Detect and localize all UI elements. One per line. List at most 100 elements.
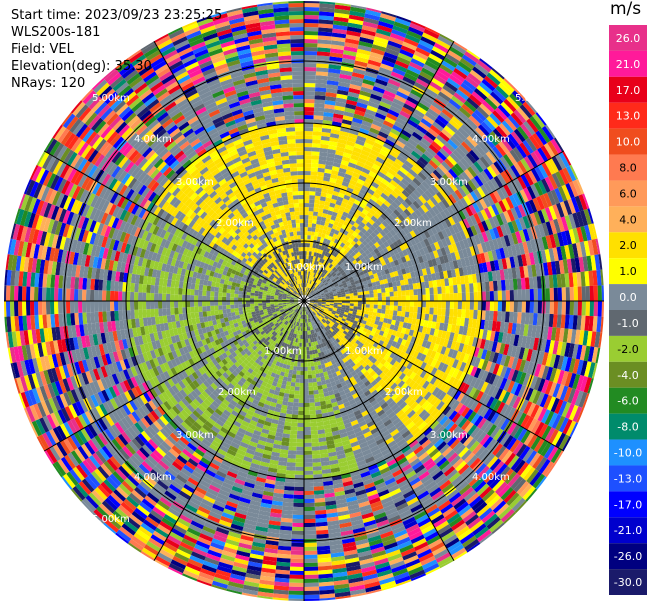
ppi-cell — [357, 205, 364, 213]
ppi-cell — [365, 191, 373, 199]
ppi-cell — [336, 93, 348, 100]
ppi-cell — [433, 42, 449, 54]
ppi-cell — [321, 131, 331, 138]
ppi-cell — [403, 126, 415, 135]
ppi-cell — [330, 215, 337, 221]
ppi-cell — [406, 30, 422, 40]
ppi-cell — [337, 192, 345, 199]
ppi-cell — [355, 105, 367, 113]
ppi-cell — [346, 165, 355, 173]
ppi-cell — [441, 308, 446, 316]
ppi-cell — [309, 275, 313, 281]
ppi-cell — [345, 140, 356, 147]
ppi-cell — [317, 232, 323, 238]
ppi-cell — [304, 235, 308, 240]
ppi-cell — [315, 223, 321, 229]
ppi-cell — [350, 154, 360, 161]
ppi-cell — [433, 293, 438, 301]
ppi-cell — [294, 470, 304, 475]
ppi-cell — [326, 189, 334, 195]
ppi-cell — [304, 466, 313, 472]
ppi-cell — [309, 280, 312, 285]
ppi-cell — [348, 196, 356, 203]
ppi-cell — [304, 570, 319, 575]
ppi-cell — [325, 217, 331, 224]
ppi-cell — [365, 160, 374, 168]
ppi-cell — [319, 267, 323, 272]
ppi-cell — [326, 152, 336, 159]
ppi-cell — [441, 286, 446, 294]
ppi-cell — [326, 226, 332, 232]
ppi-cell — [305, 287, 307, 292]
ppi-cell — [345, 169, 354, 176]
ppi-cell — [364, 178, 373, 185]
ppi-cell — [308, 386, 314, 391]
ppi-cell — [379, 167, 388, 176]
ppi-cell — [330, 40, 345, 47]
ppi-cell — [315, 274, 319, 279]
ppi-cell — [324, 265, 329, 271]
ppi-cell — [366, 134, 377, 143]
ppi-cell — [304, 291, 307, 296]
ppi-cell — [296, 370, 301, 375]
ppi-cell — [288, 594, 304, 599]
ppi-cell — [352, 172, 361, 179]
ppi-cell — [373, 301, 378, 305]
ppi-cell — [348, 18, 364, 26]
ppi-cell — [334, 154, 343, 160]
ppi-cell — [318, 15, 334, 21]
ppi-cell — [435, 94, 449, 106]
ppi-cell — [330, 48, 344, 55]
ppi-cell — [291, 542, 304, 547]
ppi-cell — [353, 113, 364, 121]
ppi-cell — [309, 284, 312, 289]
ppi-cell — [439, 63, 454, 75]
ppi-cell — [363, 74, 377, 83]
ppi-cell — [316, 220, 322, 225]
ppi-cell — [333, 220, 339, 227]
ppi-cell — [310, 255, 314, 260]
ppi-cell — [341, 122, 352, 130]
ppi-cell — [293, 498, 304, 503]
ppi-cell — [300, 370, 304, 375]
ppi-cell — [469, 283, 474, 293]
ppi-cell — [344, 107, 356, 114]
ppi-cell — [290, 550, 304, 555]
ppi-cell — [465, 309, 470, 319]
ppi-cell — [405, 289, 410, 296]
ppi-cell — [345, 34, 361, 41]
ppi-cell — [314, 95, 326, 101]
ppi-cell — [326, 156, 335, 163]
ppi-cell — [342, 54, 356, 61]
ppi-cell — [304, 35, 318, 40]
ppi-cell — [377, 308, 382, 314]
ppi-cell — [290, 426, 298, 431]
ppi-cell — [338, 218, 345, 225]
ppi-cell — [333, 16, 349, 23]
ppi-cell — [387, 153, 397, 162]
ppi-cell — [316, 51, 331, 57]
ppi-cell — [311, 163, 319, 168]
ppi-cell — [589, 285, 594, 301]
ppi-cell — [311, 438, 319, 443]
ppi-cell — [425, 294, 430, 301]
ppi-cell — [291, 534, 304, 539]
ppi-cell — [286, 381, 292, 386]
ppi-cell — [306, 283, 309, 288]
ppi-cell — [355, 209, 362, 216]
ppi-cell — [308, 394, 315, 399]
ppi-cell — [355, 52, 370, 60]
ppi-cell — [378, 20, 394, 29]
ppi-cell — [343, 148, 353, 155]
ppi-cell — [489, 291, 494, 301]
ppi-cell — [364, 138, 375, 146]
ppi-cell — [308, 382, 313, 387]
ppi-cell — [343, 111, 355, 118]
ppi-cell — [305, 287, 307, 292]
ppi-cell — [322, 209, 329, 215]
ppi-cell — [304, 103, 315, 108]
ppi-cell — [304, 522, 316, 527]
ppi-cell — [293, 506, 304, 511]
ppi-cell — [322, 255, 327, 261]
ppi-cell — [368, 153, 378, 161]
